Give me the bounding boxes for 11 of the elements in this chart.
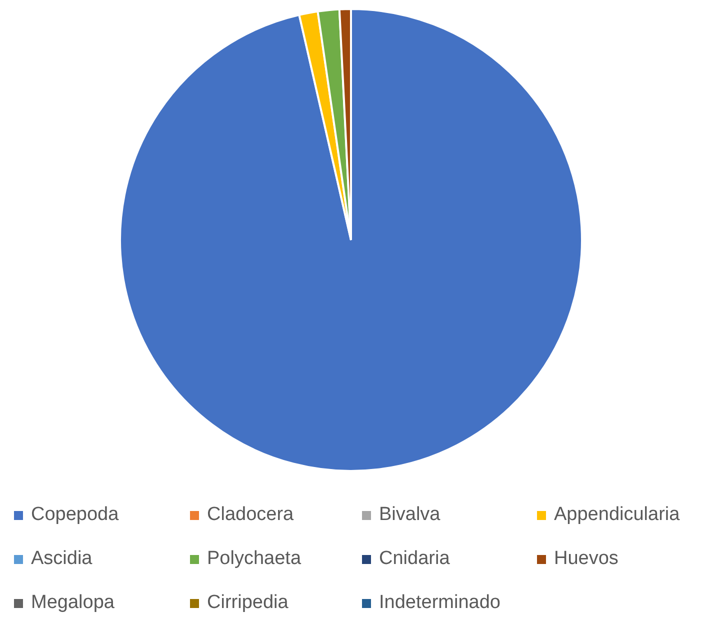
legend-label: Huevos	[554, 548, 618, 570]
legend-label: Ascidia	[31, 548, 92, 570]
legend-label: Indeterminado	[379, 592, 500, 614]
legend-label: Appendicularia	[554, 504, 680, 526]
legend-label: Bivalva	[379, 504, 440, 526]
legend-label: Copepoda	[31, 504, 119, 526]
legend-label: Polychaeta	[207, 548, 302, 570]
legend-label: Megalopa	[31, 592, 114, 614]
legend-label: Cnidaria	[379, 548, 450, 570]
legend-label: Cirripedia	[207, 592, 288, 614]
legend-label: Cladocera	[207, 504, 294, 526]
